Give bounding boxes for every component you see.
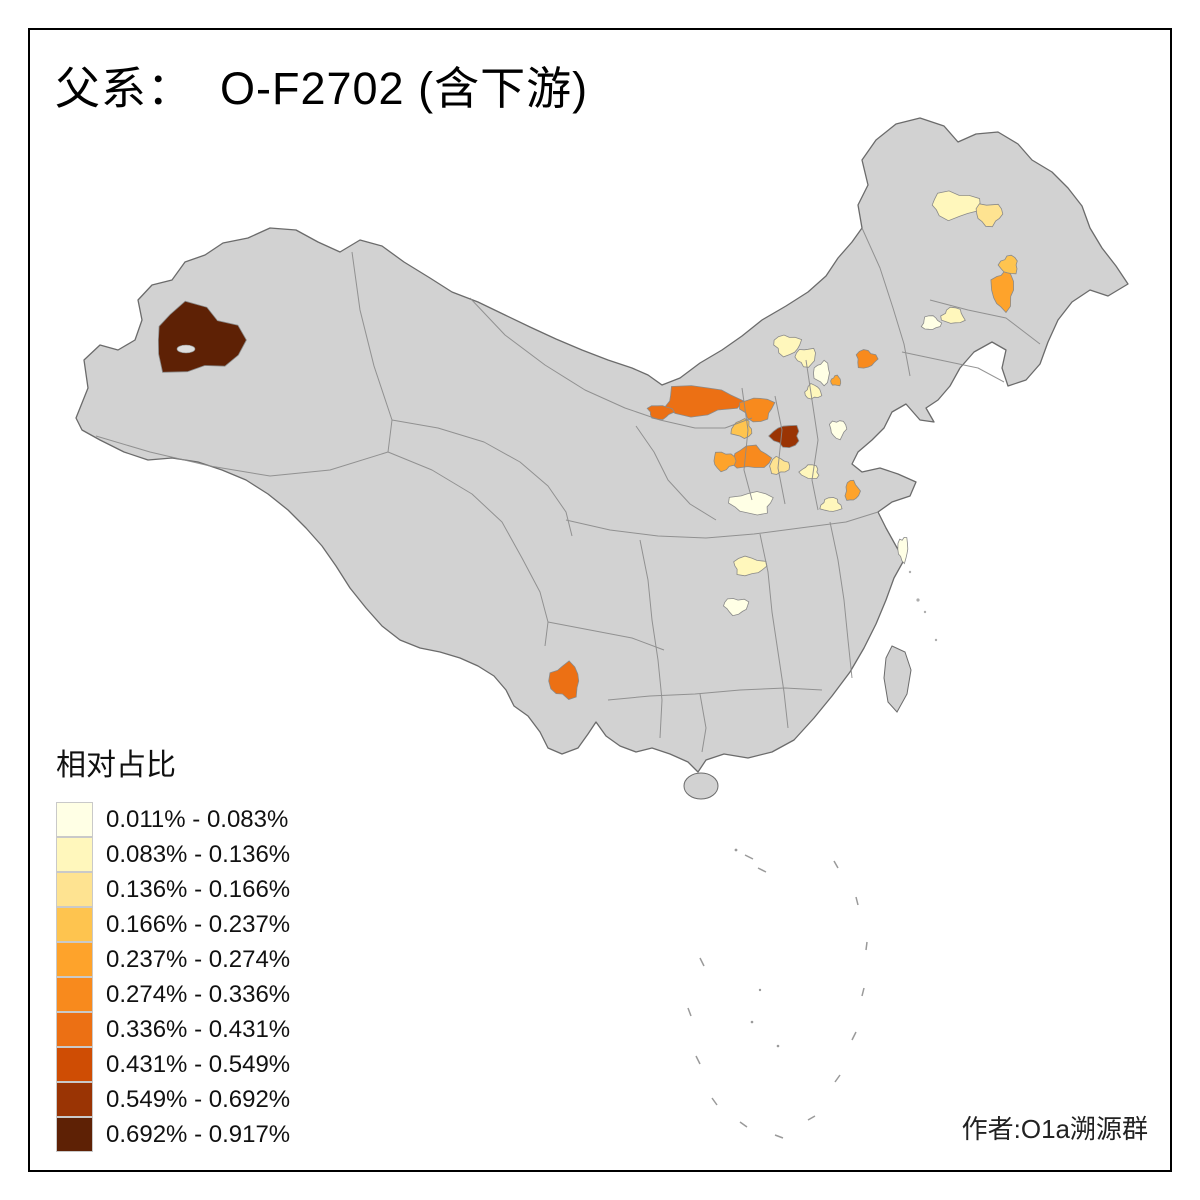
legend-item: 0.274% - 0.336% bbox=[56, 977, 290, 1012]
legend-swatch bbox=[56, 977, 93, 1012]
province-borders bbox=[95, 227, 1041, 753]
legend-label: 0.136% - 0.166% bbox=[106, 875, 291, 903]
legend-label: 0.237% - 0.274% bbox=[106, 945, 291, 973]
legend-item: 0.237% - 0.274% bbox=[56, 942, 290, 977]
legend-swatch bbox=[56, 942, 93, 977]
prefecture-region-hebei-south bbox=[828, 420, 848, 441]
china-landmass bbox=[75, 117, 1129, 773]
prefecture-region-shanxi-dark bbox=[768, 424, 800, 449]
prefecture-region-liaoning-coast bbox=[855, 349, 879, 369]
prefecture-region-shaanxi-cream bbox=[728, 491, 774, 516]
legend-title: 相对占比 bbox=[56, 749, 176, 782]
prefecture-region-hubei-pale bbox=[733, 555, 768, 577]
legend-item: 0.136% - 0.166% bbox=[56, 872, 290, 907]
legend-swatch bbox=[56, 1082, 93, 1117]
prefecture-region-yunnan-orange bbox=[548, 660, 580, 700]
prefecture-region-shanxi-se bbox=[769, 455, 791, 475]
prefecture-region-jilin-west bbox=[940, 306, 966, 324]
legend-label: 0.431% - 0.549% bbox=[106, 1050, 291, 1078]
prefecture-region-hebei-north-2 bbox=[794, 347, 816, 368]
prefecture-region-shanxi-north bbox=[739, 397, 776, 423]
prefecture-region-shaanxi-north bbox=[713, 451, 737, 473]
prefecture-region-heilongjiang-w bbox=[931, 190, 981, 222]
page-title: 父系： O-F2702 (含下游) bbox=[55, 63, 589, 114]
south-china-sea-islets bbox=[734, 848, 780, 1048]
legend-swatch bbox=[56, 907, 93, 942]
prefecture-region-beijing-area bbox=[813, 359, 830, 387]
legend-label: 0.336% - 0.431% bbox=[106, 1015, 291, 1043]
legend-label: 0.549% - 0.692% bbox=[106, 1085, 291, 1113]
legend-item: 0.431% - 0.549% bbox=[56, 1047, 290, 1082]
legend-label: 0.274% - 0.336% bbox=[106, 980, 291, 1008]
prefecture-region-shandong-orange bbox=[844, 479, 861, 501]
lake-hole bbox=[176, 344, 196, 354]
south-china-sea-dashes bbox=[687, 854, 868, 1139]
legend-swatch bbox=[56, 802, 93, 837]
prefecture-region-hebei-central bbox=[804, 383, 823, 400]
legend-item: 0.692% - 0.917% bbox=[56, 1117, 290, 1152]
legend-swatch bbox=[56, 872, 93, 907]
prefecture-region-hebei-north-1 bbox=[773, 334, 803, 358]
prefecture-region-henan-east bbox=[819, 497, 843, 512]
prefecture-region-ordos-big bbox=[663, 385, 745, 418]
taiwan-island bbox=[883, 645, 912, 713]
prefecture-region-xinjiang-aksu bbox=[157, 300, 247, 373]
legend-swatch bbox=[56, 1012, 93, 1047]
attribution: 作者:O1a溯源群 bbox=[961, 1114, 1148, 1144]
legend-label: 0.083% - 0.136% bbox=[106, 840, 291, 868]
legend-swatch bbox=[56, 1047, 93, 1082]
prefecture-region-jilin-upper bbox=[997, 254, 1018, 275]
legend-items: 0.011% - 0.083% 0.083% - 0.136% 0.136% - 0… bbox=[56, 802, 290, 1152]
legend-label: 0.166% - 0.237% bbox=[106, 910, 291, 938]
legend-item: 0.336% - 0.431% bbox=[56, 1012, 290, 1047]
legend-item: 0.011% - 0.083% bbox=[56, 802, 290, 837]
legend-item: 0.083% - 0.136% bbox=[56, 837, 290, 872]
prefecture-region-ordos-tail bbox=[646, 405, 676, 420]
prefecture-region-heilongjiang-e bbox=[975, 203, 1004, 228]
legend: 相对占比 0.011% - 0.083% 0.083% - 0.136% 0.136… bbox=[56, 740, 290, 1152]
hainan-island bbox=[683, 772, 719, 800]
coastal-islets bbox=[908, 570, 938, 642]
legend-item: 0.166% - 0.237% bbox=[56, 907, 290, 942]
legend-label: 0.011% - 0.083% bbox=[106, 805, 289, 833]
colored-prefectures bbox=[157, 190, 1018, 700]
legend-swatch bbox=[56, 1117, 93, 1152]
legend-label: 0.692% - 0.917% bbox=[106, 1120, 291, 1148]
prefecture-region-jiangsu-sliver bbox=[897, 536, 909, 565]
prefecture-region-hubei-cream bbox=[723, 598, 750, 617]
legend-item: 0.549% - 0.692% bbox=[56, 1082, 290, 1117]
legend-swatch bbox=[56, 837, 93, 872]
prefecture-region-tianjin-dot bbox=[830, 374, 842, 387]
prefecture-region-liaoning-nw bbox=[920, 315, 943, 330]
